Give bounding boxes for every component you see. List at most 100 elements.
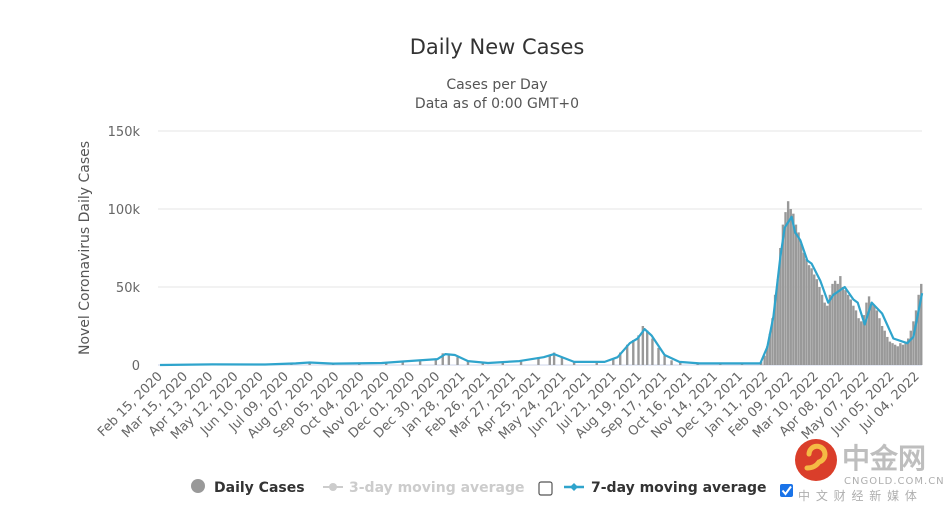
daily-cases-bar	[572, 361, 576, 365]
7day-marker-icon	[570, 483, 578, 491]
watermark: 中金网 CNGOLD.COM.CN 中 文 财 经 新 媒 体	[795, 439, 945, 503]
daily-cases-bar	[823, 302, 826, 365]
daily-cases-bar	[501, 362, 504, 365]
chart-subtitle-1: Cases per Day	[446, 77, 547, 93]
daily-cases-bar	[679, 362, 682, 365]
3day-marker-icon	[329, 483, 337, 491]
daily-cases-bar	[828, 294, 832, 365]
daily-cases-bar	[878, 318, 881, 365]
daily-cases-bar	[663, 355, 666, 365]
daily-cases-bar	[657, 347, 660, 365]
watermark-tagline: 中 文 财 经 新 媒 体	[798, 488, 918, 503]
checkbox-3day-average[interactable]	[538, 481, 553, 496]
daily-cases-bar	[481, 363, 484, 365]
7day-average-line	[159, 215, 924, 367]
daily-cases-bar	[771, 318, 774, 365]
daily-cases-bar	[862, 315, 866, 365]
watermark-url: CNGOLD.COM.CN	[844, 476, 945, 487]
daily-cases-bar	[820, 294, 824, 365]
daily-cases-bar	[852, 305, 855, 365]
daily-cases-bar	[831, 283, 834, 365]
daily-cases-bar	[873, 305, 876, 365]
y-tick-label: 100k	[108, 203, 141, 218]
daily-cases-bar	[786, 201, 790, 365]
daily-cases-bar	[537, 357, 540, 365]
daily-cases-bar	[784, 212, 787, 365]
daily-cases-bar	[909, 330, 913, 365]
daily-cases-bar	[846, 294, 850, 365]
chart-title: Daily New Cases	[410, 35, 585, 59]
daily-cases-bar	[875, 310, 879, 365]
daily-cases-bar	[886, 336, 889, 365]
daily-cases-bar	[893, 344, 897, 365]
daily-cases-bar	[802, 252, 805, 365]
daily-cases-bar	[841, 287, 845, 365]
y-tick-label: 150k	[108, 125, 141, 140]
daily-cases-bar	[799, 243, 803, 365]
y-tick-label: 0	[132, 359, 140, 374]
daily-cases-bar	[789, 209, 792, 365]
legend: Daily Cases 3-day moving average 7-day m…	[191, 479, 793, 497]
daily-cases-bar	[797, 232, 800, 365]
daily-cases-marker-icon	[191, 479, 205, 493]
daily-cases-bar	[813, 274, 816, 365]
daily-cases-bar	[768, 333, 772, 365]
legend-label-7day-average: 7-day moving average	[591, 480, 767, 496]
daily-cases-bar	[792, 213, 795, 365]
chart-subtitle-2: Data as of 0:00 GMT+0	[415, 96, 579, 112]
daily-cases-bar	[548, 355, 551, 365]
daily-cases-bar	[917, 294, 920, 365]
daily-cases-bar	[901, 344, 905, 365]
watermark-brand: 中金网	[842, 442, 926, 475]
daily-cases-bar	[899, 343, 902, 365]
legend-item-3day-average[interactable]: 3-day moving average	[323, 480, 525, 496]
daily-cases-bar	[860, 321, 863, 365]
daily-cases-bar	[810, 268, 813, 365]
legend-item-daily-cases[interactable]: Daily Cases	[191, 479, 305, 496]
daily-cases-bar	[904, 341, 907, 365]
daily-cases-bar	[552, 352, 556, 365]
daily-cases-bar	[888, 341, 892, 365]
daily-cases-bar	[836, 283, 839, 365]
daily-cases-bar	[839, 276, 842, 365]
daily-cases-bar	[447, 354, 451, 365]
daily-cases-bar	[632, 340, 635, 365]
daily-cases-bar	[844, 290, 847, 365]
checkbox-7day-average[interactable]	[780, 484, 793, 497]
daily-cases-bar	[466, 361, 470, 365]
y-tick-label: 50k	[116, 281, 141, 296]
daily-cases-bar	[560, 357, 564, 365]
daily-cases-bar	[818, 287, 821, 365]
daily-cases-bar	[456, 357, 459, 365]
daily-cases-bar	[920, 283, 923, 365]
daily-cases-bar	[883, 330, 886, 365]
daily-cases-bar	[826, 305, 829, 365]
daily-cases-bar	[857, 318, 860, 365]
daily-cases-bar	[867, 296, 871, 365]
daily-cases-bar	[763, 355, 766, 365]
daily-cases-bar	[670, 360, 673, 365]
daily-cases-bar	[870, 302, 873, 365]
daily-cases-bar	[781, 224, 785, 365]
daily-cases-bar	[637, 335, 640, 365]
daily-cases-bar	[401, 361, 404, 365]
daily-cases-bar	[441, 353, 444, 365]
daily-cases-bar	[766, 346, 769, 365]
daily-cases-bar	[779, 248, 782, 365]
daily-cases-bar	[912, 321, 915, 365]
daily-cases-bar	[833, 280, 837, 365]
legend-item-7day-average[interactable]: 7-day moving average	[564, 480, 767, 496]
daily-cases-bar	[805, 258, 808, 365]
daily-cases-bar	[595, 361, 598, 365]
daily-cases-bar	[849, 299, 852, 365]
legend-label-3day-average: 3-day moving average	[349, 480, 525, 496]
daily-cases-bar	[519, 360, 523, 365]
daily-cases-bar	[612, 358, 615, 365]
daily-cases-bar	[773, 294, 777, 365]
daily-cases-bar	[807, 265, 811, 365]
daily-cases-bar	[815, 279, 819, 365]
checkmark-icon	[781, 485, 792, 496]
daily-cases-bar	[625, 344, 629, 365]
daily-cases-bar	[641, 326, 645, 365]
